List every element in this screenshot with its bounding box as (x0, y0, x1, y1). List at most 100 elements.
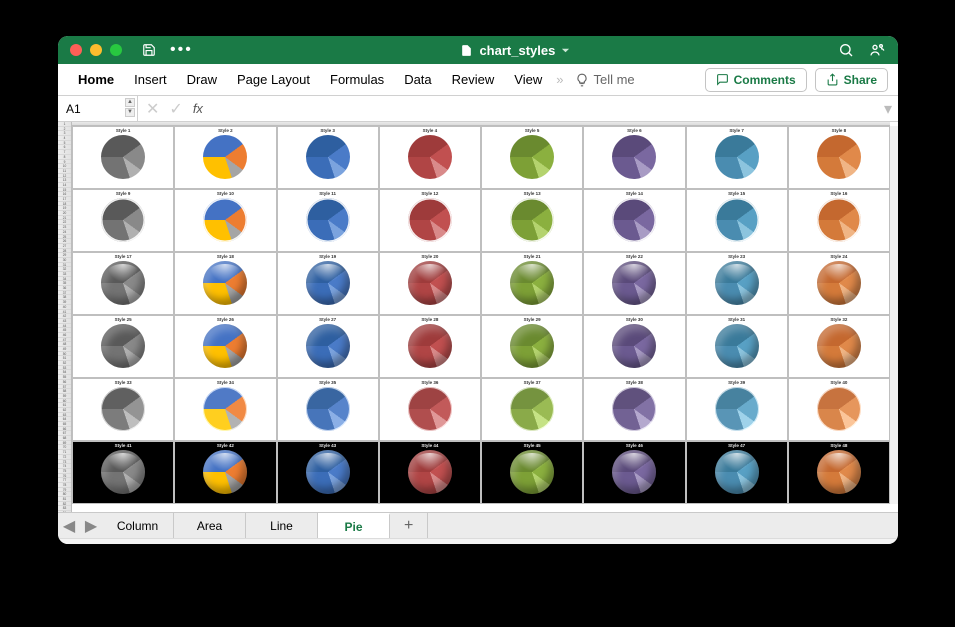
pie-chart-icon (306, 261, 350, 305)
chart-style-45[interactable]: Style 45 (481, 441, 583, 504)
chart-style-label: Style 44 (421, 443, 438, 448)
ribbon-overflow-icon[interactable]: » (552, 72, 567, 87)
chart-style-31[interactable]: Style 31 (686, 315, 788, 378)
pie-chart-icon (408, 450, 452, 494)
sheet-tab-pie[interactable]: Pie (318, 513, 390, 538)
tab-nav-next[interactable]: ▶ (80, 513, 102, 538)
ribbon-tab-insert[interactable]: Insert (124, 64, 177, 95)
chart-style-34[interactable]: Style 34 (174, 378, 276, 441)
chart-style-29[interactable]: Style 29 (481, 315, 583, 378)
ribbon-tab-review[interactable]: Review (442, 64, 505, 95)
chart-style-14[interactable]: Style 14 (583, 189, 685, 252)
ribbon-tab-page-layout[interactable]: Page Layout (227, 64, 320, 95)
chart-style-10[interactable]: Style 10 (174, 189, 276, 252)
chart-style-44[interactable]: Style 44 (379, 441, 481, 504)
chart-style-label: Style 9 (116, 191, 131, 196)
chart-style-11[interactable]: Style 11 (277, 189, 379, 252)
chart-style-12[interactable]: Style 12 (379, 189, 481, 252)
chart-style-3[interactable]: Style 3 (277, 126, 379, 189)
ribbon-tab-draw[interactable]: Draw (177, 64, 227, 95)
tab-nav-prev[interactable]: ◀ (58, 513, 80, 538)
share-icon (826, 73, 839, 86)
zoom-icon[interactable] (110, 44, 122, 56)
pie-chart-icon (817, 135, 861, 179)
close-icon[interactable] (70, 44, 82, 56)
row-headers[interactable]: 1234567891011121314151617181920212223242… (58, 122, 72, 512)
chart-style-label: Style 26 (217, 317, 234, 322)
fx-icon[interactable]: fx (193, 101, 203, 116)
chart-style-6[interactable]: Style 6 (583, 126, 685, 189)
vertical-scrollbar[interactable] (890, 126, 898, 504)
chart-style-13[interactable]: Style 13 (481, 189, 583, 252)
chart-style-5[interactable]: Style 5 (481, 126, 583, 189)
sheet-tab-line[interactable]: Line (246, 513, 318, 538)
name-box-stepper[interactable]: ▲▼ (125, 98, 135, 117)
chart-style-26[interactable]: Style 26 (174, 315, 276, 378)
chart-style-48[interactable]: Style 48 (788, 441, 890, 504)
chart-style-22[interactable]: Style 22 (583, 252, 685, 315)
chart-style-label: Style 27 (319, 317, 336, 322)
chart-style-36[interactable]: Style 36 (379, 378, 481, 441)
chart-style-42[interactable]: Style 42 (174, 441, 276, 504)
tell-me[interactable]: Tell me (567, 72, 642, 87)
formula-expand-icon[interactable]: ▾ (884, 99, 898, 119)
chart-style-46[interactable]: Style 46 (583, 441, 685, 504)
share-button[interactable]: Share (815, 68, 888, 92)
chart-style-40[interactable]: Style 40 (788, 378, 890, 441)
sheet-tab-area[interactable]: Area (174, 513, 246, 538)
chart-style-1[interactable]: Style 1 (72, 126, 174, 189)
name-box[interactable]: A1 ▲▼ (58, 96, 138, 121)
chart-style-41[interactable]: Style 41 (72, 441, 174, 504)
chart-style-20[interactable]: Style 20 (379, 252, 481, 315)
pie-chart-icon (203, 324, 247, 368)
chart-style-38[interactable]: Style 38 (583, 378, 685, 441)
minimize-icon[interactable] (90, 44, 102, 56)
chart-style-label: Style 16 (830, 191, 847, 196)
pie-chart-icon (408, 324, 452, 368)
chart-style-15[interactable]: Style 15 (686, 189, 788, 252)
ribbon-tab-view[interactable]: View (504, 64, 552, 95)
chart-style-37[interactable]: Style 37 (481, 378, 583, 441)
sheet-tab-column[interactable]: Column (102, 513, 174, 538)
search-icon[interactable] (838, 42, 854, 58)
chart-style-4[interactable]: Style 4 (379, 126, 481, 189)
chart-style-39[interactable]: Style 39 (686, 378, 788, 441)
chart-style-21[interactable]: Style 21 (481, 252, 583, 315)
chart-style-35[interactable]: Style 35 (277, 378, 379, 441)
chart-style-7[interactable]: Style 7 (686, 126, 788, 189)
chart-style-label: Style 15 (728, 191, 745, 196)
chart-style-24[interactable]: Style 24 (788, 252, 890, 315)
chart-style-16[interactable]: Style 16 (788, 189, 890, 252)
ribbon-tab-formulas[interactable]: Formulas (320, 64, 394, 95)
chart-style-17[interactable]: Style 17 (72, 252, 174, 315)
chart-style-label: Style 46 (626, 443, 643, 448)
add-sheet-button[interactable]: + (390, 513, 428, 538)
chart-style-33[interactable]: Style 33 (72, 378, 174, 441)
enter-icon[interactable]: ✓ (169, 99, 182, 119)
chart-style-8[interactable]: Style 8 (788, 126, 890, 189)
chart-style-label: Style 2 (218, 128, 233, 133)
chart-style-32[interactable]: Style 32 (788, 315, 890, 378)
comments-button[interactable]: Comments (705, 68, 807, 92)
more-icon[interactable]: ••• (170, 45, 193, 55)
chart-style-23[interactable]: Style 23 (686, 252, 788, 315)
chart-style-25[interactable]: Style 25 (72, 315, 174, 378)
chart-style-30[interactable]: Style 30 (583, 315, 685, 378)
share-people-icon[interactable] (868, 42, 886, 58)
ribbon-tab-data[interactable]: Data (394, 64, 441, 95)
chart-style-47[interactable]: Style 47 (686, 441, 788, 504)
grid[interactable]: Style 1Style 2Style 3Style 4Style 5Style… (72, 126, 890, 504)
chart-style-19[interactable]: Style 19 (277, 252, 379, 315)
ribbon-tab-home[interactable]: Home (68, 64, 124, 95)
chart-style-27[interactable]: Style 27 (277, 315, 379, 378)
chart-style-18[interactable]: Style 18 (174, 252, 276, 315)
chart-style-2[interactable]: Style 2 (174, 126, 276, 189)
chart-style-43[interactable]: Style 43 (277, 441, 379, 504)
pie-chart-icon (510, 450, 554, 494)
chart-style-9[interactable]: Style 9 (72, 189, 174, 252)
cancel-icon[interactable]: ✕ (146, 99, 159, 119)
quick-access-toolbar: ••• (142, 43, 193, 57)
chevron-down-icon[interactable] (561, 46, 570, 55)
chart-style-28[interactable]: Style 28 (379, 315, 481, 378)
save-icon[interactable] (142, 43, 156, 57)
